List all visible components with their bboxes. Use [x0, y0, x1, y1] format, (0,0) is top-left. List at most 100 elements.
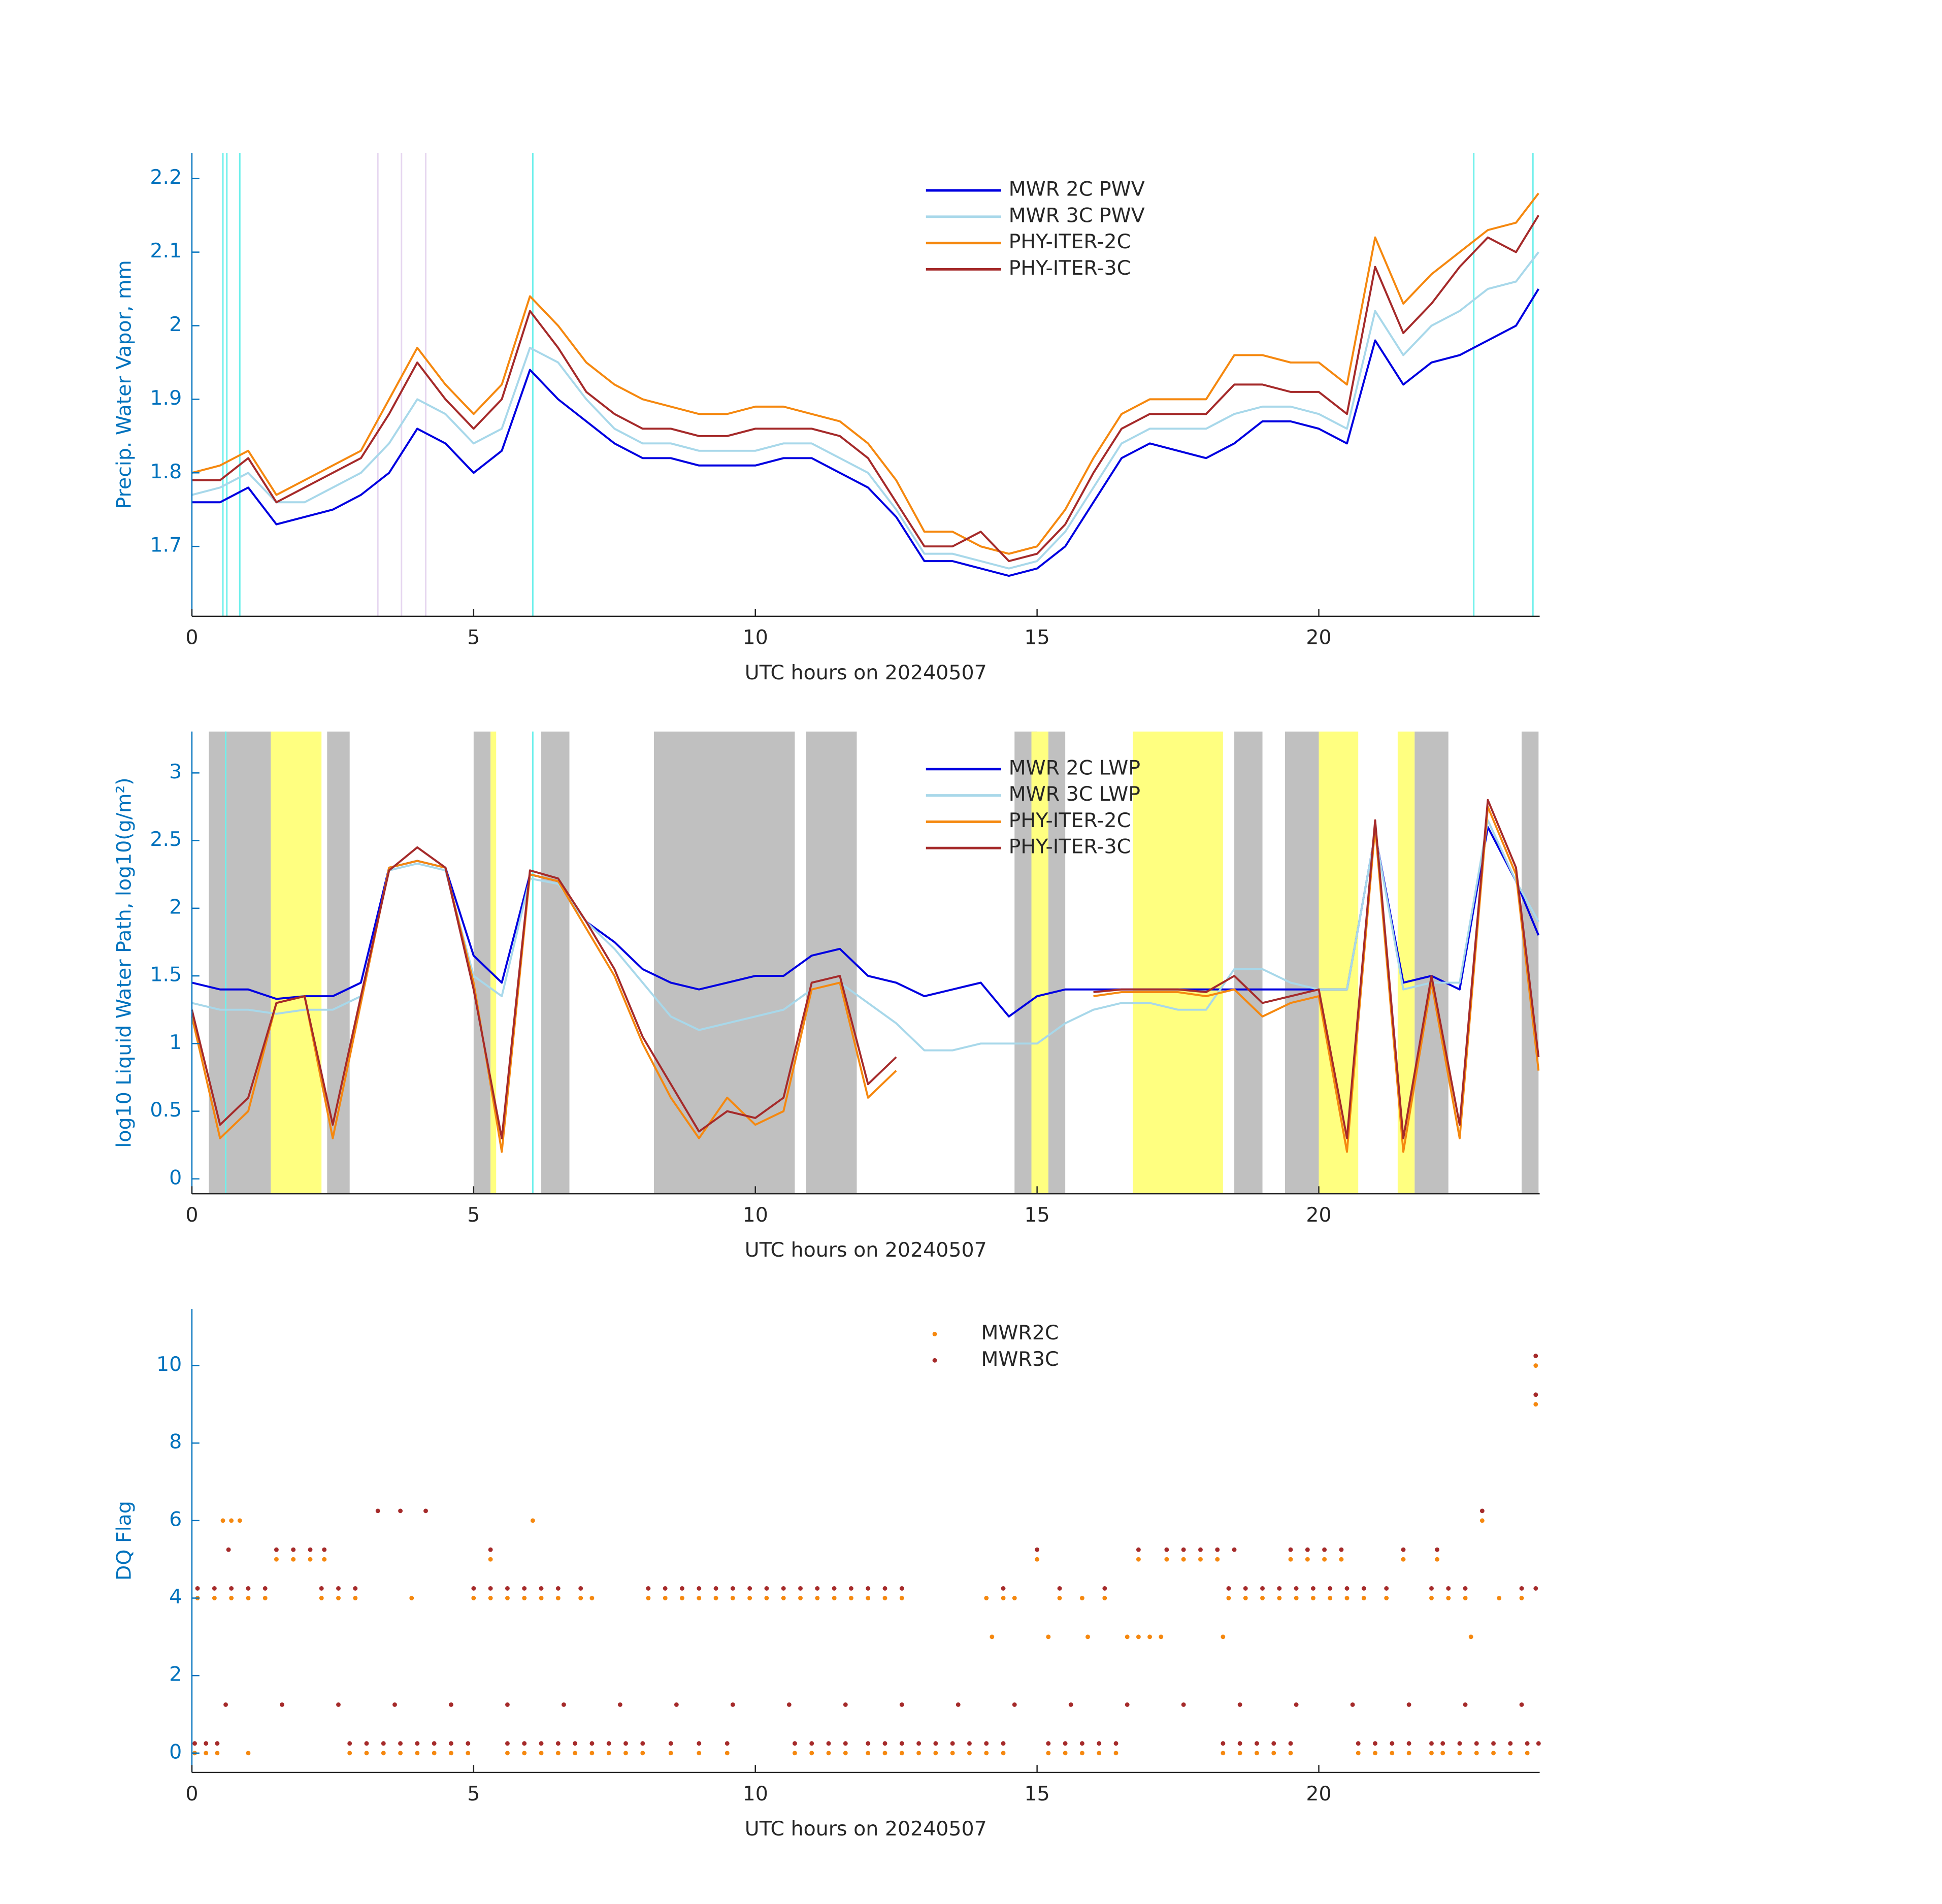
data-point [578, 1596, 583, 1600]
data-point [1001, 1751, 1006, 1756]
data-point [1046, 1751, 1051, 1756]
data-point [322, 1547, 327, 1552]
data-point [984, 1596, 989, 1600]
data-point [539, 1596, 544, 1600]
data-point [1463, 1586, 1468, 1591]
data-point [916, 1751, 921, 1756]
data-point [1328, 1596, 1333, 1600]
legend-label: MWR2C [981, 1321, 1059, 1344]
data-point [573, 1751, 578, 1756]
data-point [1322, 1557, 1327, 1562]
data-point [1046, 1634, 1051, 1639]
data-point [215, 1751, 220, 1756]
data-point [848, 1586, 853, 1591]
data-point [347, 1751, 352, 1756]
data-point [1271, 1741, 1276, 1746]
data-point [1136, 1547, 1141, 1552]
y-tick-label: 0 [169, 1740, 182, 1763]
data-point [1384, 1596, 1389, 1600]
data-point [1406, 1741, 1411, 1746]
x-tick-label: 5 [467, 1203, 480, 1227]
data-point [1136, 1557, 1141, 1562]
data-point [933, 1741, 938, 1746]
flag-span [1133, 731, 1223, 1194]
data-point [589, 1741, 595, 1746]
data-point [522, 1741, 527, 1746]
data-point [1063, 1741, 1068, 1746]
data-point [623, 1741, 628, 1746]
data-point [322, 1557, 327, 1562]
flag-span [806, 731, 857, 1194]
data-point [1221, 1634, 1226, 1639]
data-line [191, 192, 1539, 555]
data-point [1435, 1557, 1440, 1562]
data-point [415, 1741, 420, 1746]
data-point [336, 1596, 341, 1600]
data-point [471, 1596, 476, 1600]
flag-span [209, 731, 271, 1194]
data-point [353, 1596, 358, 1600]
data-point [843, 1741, 848, 1746]
data-point [398, 1508, 403, 1514]
data-point [1468, 1634, 1473, 1639]
data-point [680, 1586, 684, 1591]
data-point [204, 1751, 209, 1756]
data-point [1125, 1702, 1130, 1707]
data-point [246, 1586, 251, 1591]
y-tick-label: 0 [169, 1166, 182, 1189]
data-point [229, 1518, 234, 1523]
data-point [1356, 1751, 1361, 1756]
data-point [319, 1596, 324, 1600]
data-point [1057, 1586, 1062, 1591]
data-point [674, 1702, 679, 1707]
data-point [522, 1751, 527, 1756]
data-point [1097, 1751, 1102, 1756]
data-point [1085, 1634, 1090, 1639]
data-point [747, 1586, 752, 1591]
data-point [1429, 1596, 1434, 1600]
data-point [1294, 1586, 1299, 1591]
data-point [246, 1596, 251, 1600]
data-line [191, 215, 1540, 563]
legend-label: MWR 2C PWV [1009, 177, 1145, 201]
data-point [1198, 1547, 1203, 1552]
data-point [1356, 1741, 1361, 1746]
data-point [1079, 1751, 1084, 1756]
legend-label: PHY-ITER-2C [1009, 809, 1131, 832]
y-tick-label: 2.1 [150, 239, 182, 262]
data-point [1113, 1751, 1118, 1756]
data-point [809, 1741, 814, 1746]
data-point [488, 1547, 493, 1552]
data-point [1491, 1741, 1496, 1746]
data-point [1361, 1596, 1366, 1600]
data-point [967, 1751, 972, 1756]
data-point [1215, 1557, 1220, 1562]
data-point [1079, 1596, 1084, 1600]
data-point [1237, 1702, 1242, 1707]
data-point [730, 1596, 735, 1600]
data-point [1533, 1402, 1538, 1407]
data-point [415, 1751, 420, 1756]
data-point [1533, 1363, 1538, 1368]
x-tick-label: 0 [185, 1203, 198, 1227]
data-point [226, 1547, 231, 1552]
data-point [882, 1586, 887, 1591]
data-point [274, 1557, 279, 1562]
legend-label: MWR 2C LWP [1009, 756, 1140, 779]
data-point [1288, 1741, 1293, 1746]
data-point [1221, 1751, 1226, 1756]
legend-label: MWR 3C PWV [1009, 204, 1145, 227]
data-point [899, 1702, 904, 1707]
data-point [555, 1751, 561, 1756]
data-point [1102, 1596, 1107, 1600]
data-point [573, 1741, 578, 1746]
data-point [505, 1741, 510, 1746]
data-point [1221, 1741, 1226, 1746]
data-point [792, 1751, 797, 1756]
data-point [1001, 1596, 1006, 1600]
flag-span [1414, 731, 1449, 1194]
data-point [204, 1741, 209, 1746]
x-axis-label: UTC hours on 20240507 [745, 1817, 987, 1841]
data-point [555, 1596, 561, 1600]
data-point [1012, 1596, 1017, 1600]
